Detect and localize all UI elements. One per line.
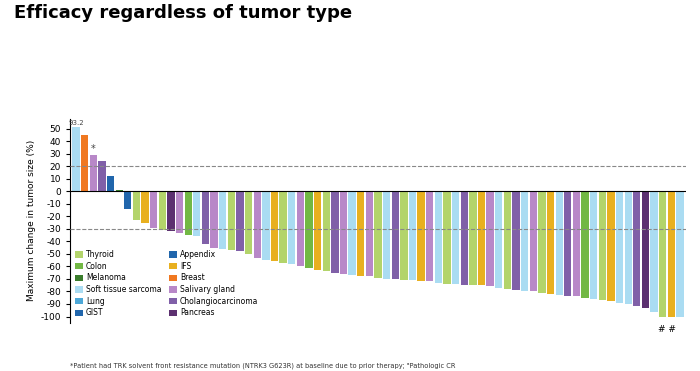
Bar: [608, 191, 615, 302]
Bar: [530, 191, 537, 292]
Bar: [271, 191, 278, 262]
Bar: [391, 191, 399, 279]
Bar: [228, 191, 235, 250]
Y-axis label: Maximum change in tumor size (%): Maximum change in tumor size (%): [27, 140, 36, 301]
Bar: [443, 191, 451, 284]
Bar: [219, 191, 226, 249]
Bar: [124, 191, 132, 209]
Bar: [167, 191, 174, 232]
Bar: [512, 191, 519, 290]
Bar: [305, 191, 313, 268]
Bar: [349, 191, 356, 275]
Bar: [340, 191, 347, 274]
Bar: [504, 191, 511, 289]
Bar: [90, 155, 97, 191]
Bar: [185, 191, 192, 235]
Text: Efficacy regardless of tumor type: Efficacy regardless of tumor type: [14, 4, 352, 22]
Bar: [383, 191, 391, 279]
Bar: [469, 191, 477, 285]
Bar: [556, 191, 563, 295]
Text: *Patient had TRK solvent front resistance mutation (NTRK3 G623R) at baseline due: *Patient had TRK solvent front resistanc…: [70, 362, 456, 369]
Bar: [668, 191, 675, 316]
Bar: [582, 191, 589, 298]
Bar: [573, 191, 580, 296]
Bar: [176, 191, 183, 233]
Bar: [495, 191, 503, 288]
Bar: [452, 191, 459, 284]
Bar: [634, 191, 640, 306]
Bar: [624, 191, 632, 304]
Bar: [279, 191, 287, 263]
Bar: [245, 191, 252, 254]
Text: # #: # #: [658, 325, 676, 334]
Bar: [116, 190, 122, 191]
Bar: [365, 191, 373, 276]
Bar: [616, 191, 623, 303]
Bar: [159, 191, 166, 230]
Bar: [521, 191, 528, 292]
Bar: [598, 191, 606, 300]
Bar: [288, 191, 295, 264]
Bar: [98, 161, 106, 191]
Bar: [262, 191, 270, 260]
Legend: Thyroid, Colon, Melanoma, Soft tissue sarcoma, Lung, GIST, Appendix, IFS, Breast: Thyroid, Colon, Melanoma, Soft tissue sa…: [74, 249, 260, 319]
Bar: [297, 191, 304, 266]
Bar: [193, 191, 200, 236]
Bar: [564, 191, 571, 296]
Bar: [409, 191, 416, 280]
Bar: [72, 128, 80, 191]
Bar: [642, 191, 649, 308]
Bar: [650, 191, 658, 312]
Bar: [211, 191, 218, 248]
Bar: [323, 191, 330, 272]
Bar: [133, 191, 140, 220]
Bar: [461, 191, 468, 285]
Text: *: *: [91, 144, 96, 154]
Bar: [331, 191, 339, 273]
Bar: [253, 191, 261, 258]
Bar: [400, 191, 407, 280]
Text: 93.2: 93.2: [68, 119, 84, 126]
Bar: [590, 191, 597, 299]
Bar: [374, 191, 382, 278]
Bar: [547, 191, 554, 294]
Bar: [435, 191, 442, 283]
Bar: [150, 191, 158, 228]
Bar: [202, 191, 209, 244]
Bar: [314, 191, 321, 270]
Bar: [141, 191, 148, 223]
Bar: [417, 191, 425, 282]
Bar: [237, 191, 244, 252]
Bar: [478, 191, 485, 285]
Bar: [486, 191, 493, 286]
Bar: [426, 191, 433, 282]
Bar: [357, 191, 365, 276]
Bar: [81, 135, 88, 191]
Bar: [676, 191, 684, 316]
Bar: [659, 191, 666, 316]
Bar: [538, 191, 545, 293]
Bar: [107, 176, 114, 191]
